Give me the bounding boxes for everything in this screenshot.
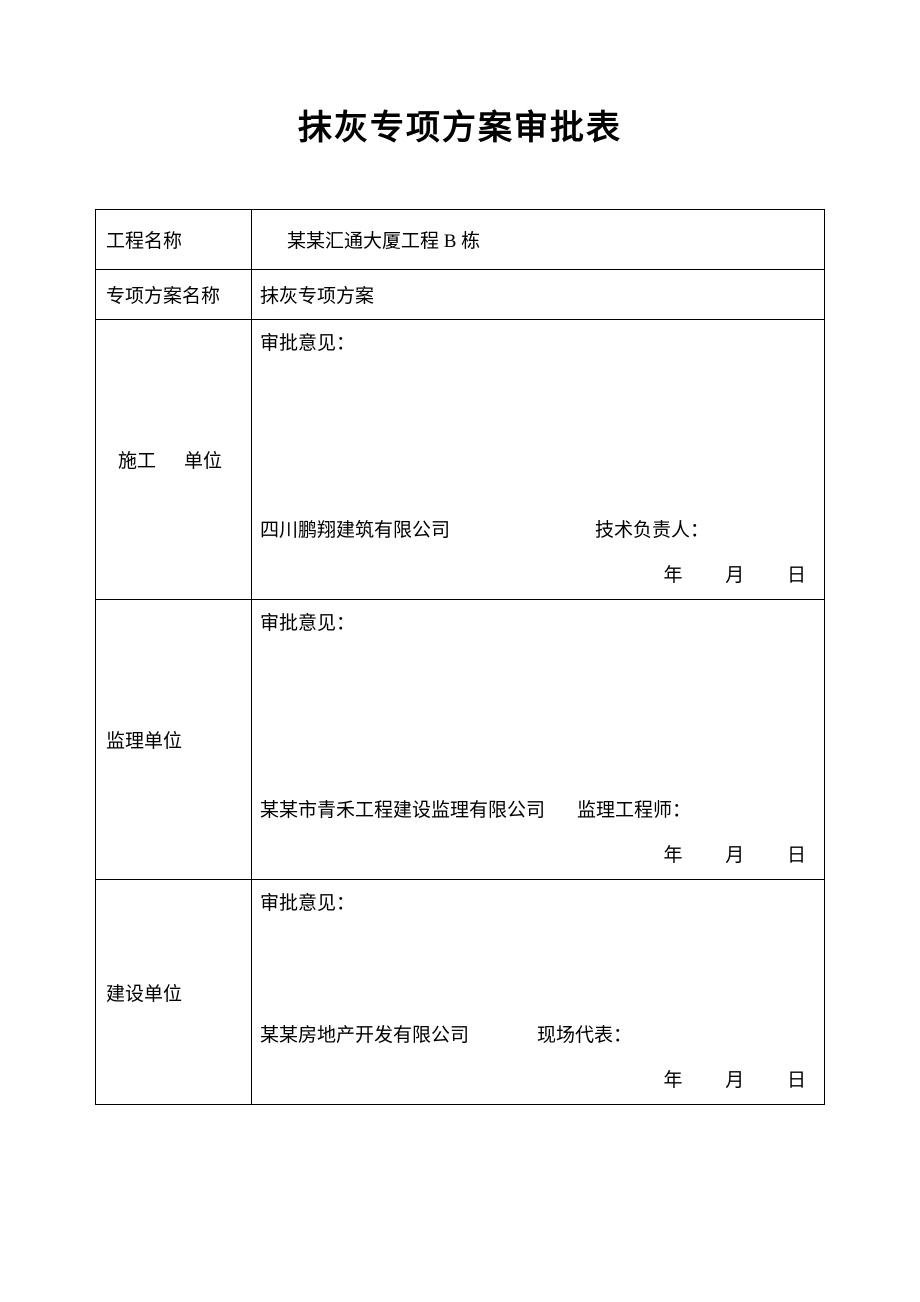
supervision-block: 审批意见： 某某市青禾工程建设监理有限公司 监理工程师： 年 月 日 [252,600,825,880]
opinion-label: 审批意见： [260,888,814,915]
page-title: 抹灰专项方案审批表 [95,100,825,149]
table-row: 建设单位 审批意见： 某某房地产开发有限公司 现场代表： 年 月 日 [96,880,825,1105]
table-row: 工程名称 某某汇通大厦工程 B 栋 [96,210,825,270]
supervision-signer-label: 监理工程师： [577,795,691,822]
owner-signer-label: 现场代表： [537,1020,632,1047]
table-row: 监理单位 审批意见： 某某市青禾工程建设监理有限公司 监理工程师： 年 月 日 [96,600,825,880]
date-year-label: 年 [663,565,682,586]
owner-block: 审批意见： 某某房地产开发有限公司 现场代表： 年 月 日 [252,880,825,1105]
table-row: 施工 单位 审批意见： 四川鹏翔建筑有限公司 技术负责人： 年 月 日 [96,320,825,600]
supervision-unit-label: 监理单位 [96,600,252,880]
project-name-label: 工程名称 [96,210,252,270]
construction-signer-label: 技术负责人： [595,515,709,542]
opinion-label: 审批意见： [260,608,814,635]
table-row: 专项方案名称 抹灰专项方案 [96,270,825,320]
date-month-label: 月 [725,1070,744,1091]
date-year-label: 年 [663,845,682,866]
construction-label-part1: 施工 [118,451,156,472]
date-month-label: 月 [725,565,744,586]
date-day-label: 日 [787,1070,806,1091]
signature-area: 某某房地产开发有限公司 现场代表： 年 月 日 [260,1020,806,1092]
owner-unit-label: 建设单位 [96,880,252,1105]
plan-name-label: 专项方案名称 [96,270,252,320]
date-line: 年 月 日 [260,840,806,867]
date-day-label: 日 [787,565,806,586]
signature-area: 四川鹏翔建筑有限公司 技术负责人： 年 月 日 [260,515,806,587]
construction-block: 审批意见： 四川鹏翔建筑有限公司 技术负责人： 年 月 日 [252,320,825,600]
construction-company: 四川鹏翔建筑有限公司 [260,515,450,542]
project-name-value: 某某汇通大厦工程 B 栋 [252,210,825,270]
date-line: 年 月 日 [260,1065,806,1092]
construction-label-part2: 单位 [184,451,222,472]
opinion-label: 审批意见： [260,328,814,355]
plan-name-value: 抹灰专项方案 [252,270,825,320]
date-month-label: 月 [725,845,744,866]
date-day-label: 日 [787,845,806,866]
date-year-label: 年 [663,1070,682,1091]
approval-table: 工程名称 某某汇通大厦工程 B 栋 专项方案名称 抹灰专项方案 施工 单位 审批意… [95,209,825,1105]
date-line: 年 月 日 [260,560,806,587]
page: 抹灰专项方案审批表 工程名称 某某汇通大厦工程 B 栋 专项方案名称 抹灰专项方… [0,0,920,1105]
signature-area: 某某市青禾工程建设监理有限公司 监理工程师： 年 月 日 [260,795,806,867]
owner-company: 某某房地产开发有限公司 [260,1020,469,1047]
construction-unit-label: 施工 单位 [96,320,252,600]
supervision-company: 某某市青禾工程建设监理有限公司 [260,795,545,822]
